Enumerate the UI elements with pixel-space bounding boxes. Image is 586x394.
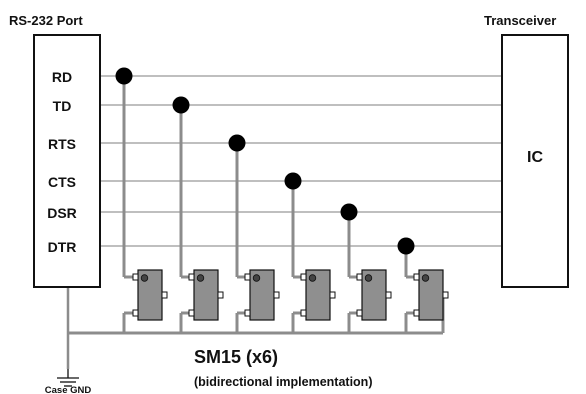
device-pin [161,291,168,299]
device-pin [217,291,224,299]
signal-label: RTS [48,136,76,152]
device-pin1-dot [252,274,261,282]
device-pin [356,273,363,281]
signal-label: DSR [47,205,77,221]
sm15-device [356,269,392,321]
junction-node [284,172,302,190]
junction-node [340,203,358,221]
device-pin [329,291,336,299]
device-pin [273,291,280,299]
signal-label: CTS [48,174,76,190]
device-pin [244,273,251,281]
sm15-devices [132,269,449,321]
signal-label: RD [52,69,72,85]
ground-icon [57,369,79,387]
device-pin1-dot [196,274,205,282]
device-pin [356,309,363,317]
junction-node [172,96,190,114]
device-pin [300,309,307,317]
junction-nodes [115,67,415,255]
signal-label: DTR [48,239,77,255]
sm15-device [188,269,224,321]
device-pin [413,273,420,281]
junction-node [115,67,133,85]
sm15-device [300,269,336,321]
device-pin1-dot [364,274,373,282]
device-pin [188,309,195,317]
device-pin [132,273,139,281]
signal-lines [100,75,502,247]
sm15-device [413,269,449,321]
device-pin [442,291,449,299]
signal-label: TD [53,98,72,114]
device-pin [188,273,195,281]
device-pin1-dot [421,274,430,282]
bus-lines [66,76,445,369]
device-pin [413,309,420,317]
sm15-device [132,269,168,321]
device-pin [244,309,251,317]
sm15-device [244,269,280,321]
device-subtitle: (bidirectional implementation) [194,375,373,389]
ic-label: IC [527,149,543,166]
rs232-port-box [33,34,101,288]
device-pin1-dot [140,274,149,282]
transceiver-title: Transceiver [484,13,556,28]
signal-labels: RD TD RTS CTS DSR DTR [47,69,77,255]
device-pin [300,273,307,281]
device-pin [132,309,139,317]
device-pin [385,291,392,299]
ground-label: Case GND [45,385,92,394]
device-title: SM15 (x6) [194,347,278,367]
rs232-title: RS-232 Port [9,13,83,28]
device-pin1-dot [308,274,317,282]
junction-node [228,134,246,152]
ic-box [501,34,569,288]
junction-node [397,237,415,255]
